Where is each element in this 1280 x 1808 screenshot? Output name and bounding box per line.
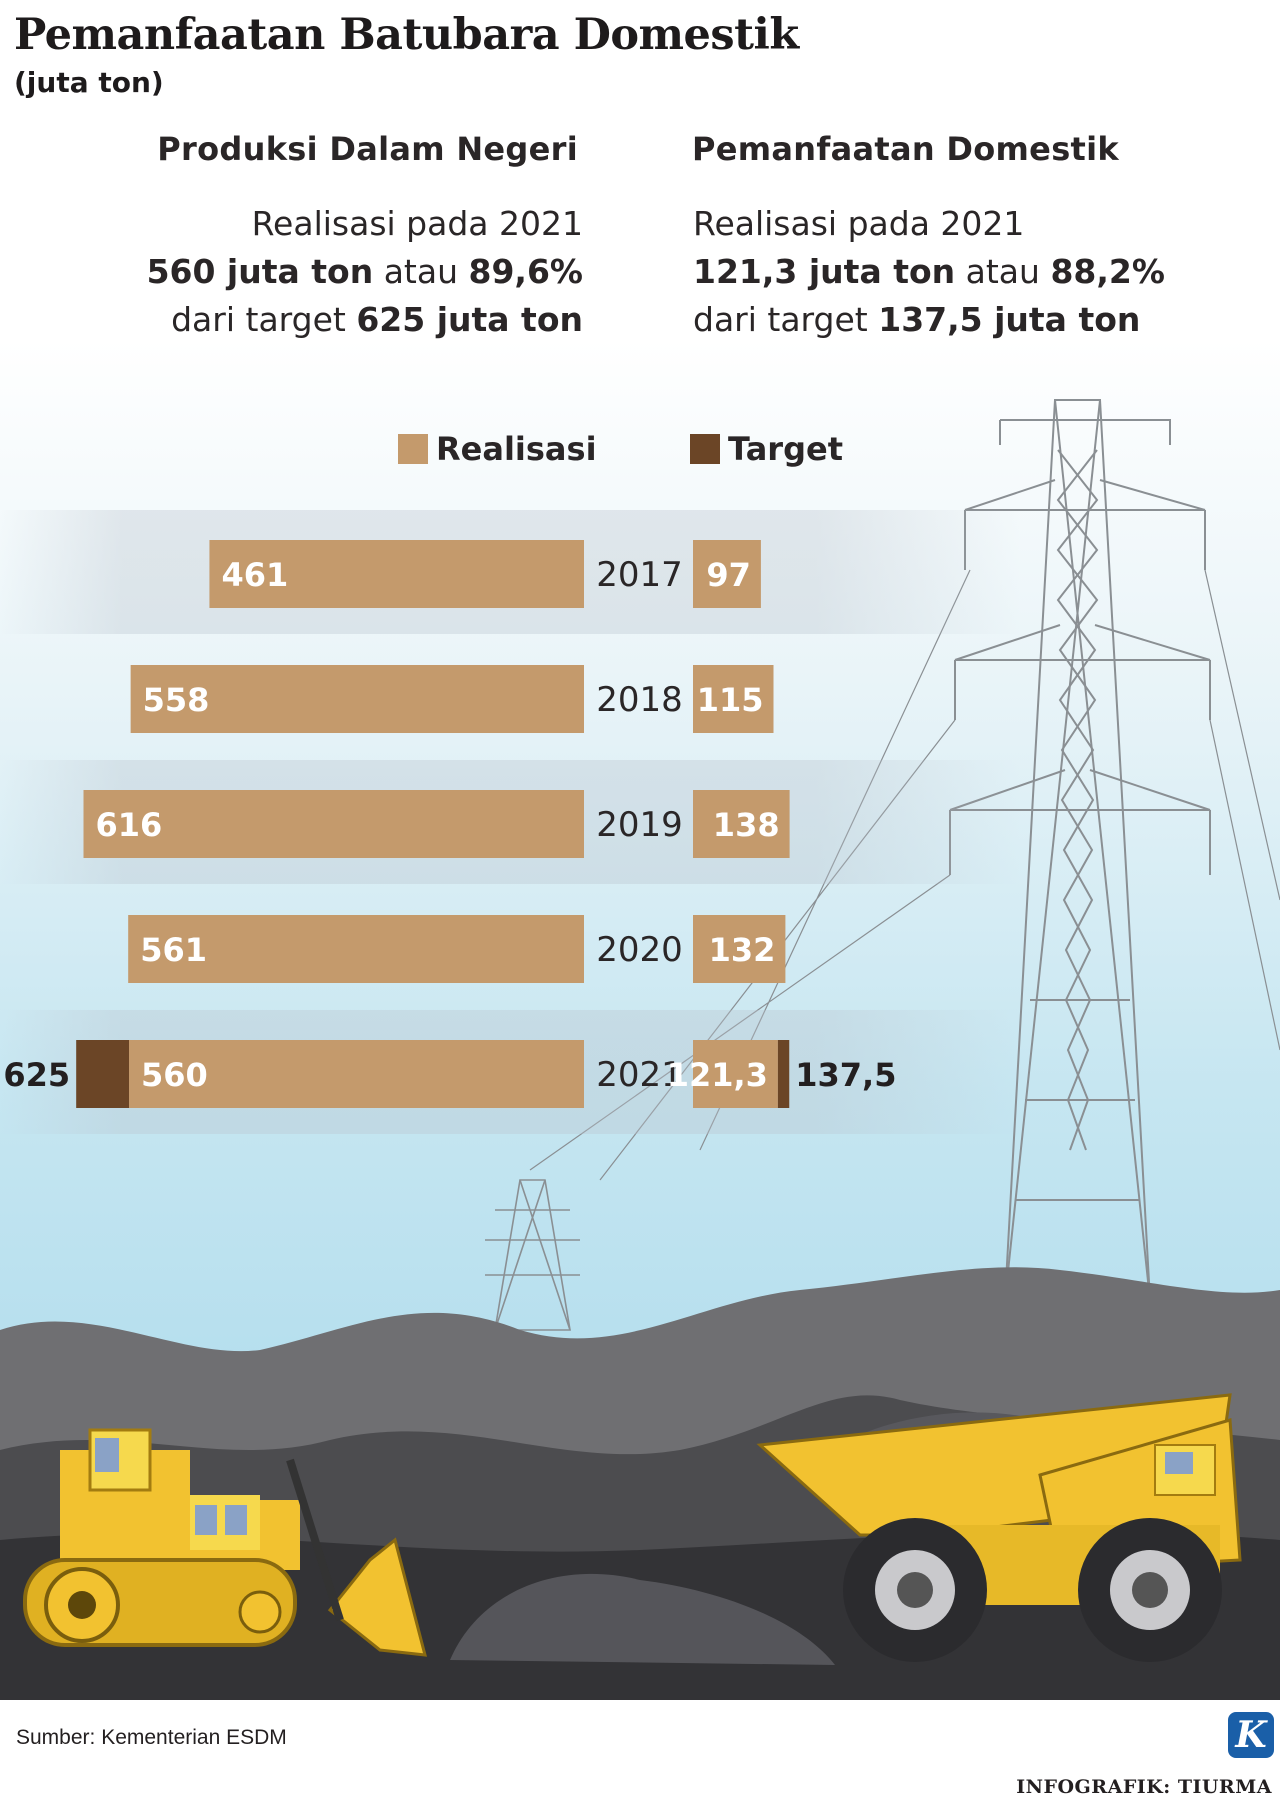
year-label-2020: 2020: [596, 930, 683, 970]
left-summary-percent: 89,6%: [468, 252, 584, 291]
left-summary-line3: dari target 625 juta ton: [147, 296, 583, 344]
year-label-2019: 2019: [596, 805, 683, 845]
label-domestik-realisasi-2017: 97: [706, 556, 751, 594]
bar-domestik-realisasi-2017: [693, 540, 761, 608]
publisher-logo: K: [1228, 1712, 1274, 1758]
infographic-credit: INFOGRAFIK: TIURMA: [1016, 1776, 1272, 1798]
right-column-heading: Pemanfaatan Domestik: [692, 130, 1119, 168]
left-summary-target: 625 juta ton: [356, 300, 583, 339]
label-produksi-realisasi-2019: 616: [96, 806, 163, 844]
label-domestik-realisasi-2021: 121,3: [667, 1056, 768, 1094]
power-tower-small: [485, 1179, 580, 1331]
label-domestik-realisasi-2019: 138: [713, 806, 780, 844]
year-label-2021: 2021: [596, 1055, 683, 1095]
bar-domestik-target-2021: [777, 1040, 790, 1108]
page-title: Pemanfaatan Batubara Domestik: [14, 10, 799, 60]
year-label-2018: 2018: [596, 680, 683, 720]
right-summary: Realisasi pada 2021 121,3 juta ton atau …: [693, 200, 1165, 344]
left-summary-target-prefix: dari target: [171, 300, 357, 339]
label-domestik-target-2021: 137,5: [795, 1056, 896, 1094]
right-summary-line2: 121,3 juta ton atau 88,2%: [693, 248, 1165, 296]
label-domestik-realisasi-2018: 115: [697, 681, 764, 719]
label-produksi-target-2021: 625: [3, 1056, 70, 1094]
power-tower-large: [529, 399, 1280, 1301]
right-summary-line3: dari target 137,5 juta ton: [693, 296, 1165, 344]
bar-domestik-realisasi-2018: [693, 665, 774, 733]
dump-truck: [756, 1393, 1242, 1662]
right-summary-target: 137,5 juta ton: [878, 300, 1141, 339]
bar-produksi-realisasi-2019: [83, 790, 584, 858]
year-label-2017: 2017: [596, 555, 683, 595]
left-summary-value: 560 juta ton: [146, 252, 374, 291]
label-produksi-realisasi-2021: 560: [141, 1056, 208, 1094]
left-summary-connector: atau: [373, 252, 469, 291]
label-produksi-realisasi-2018: 558: [143, 681, 210, 719]
right-summary-target-prefix: dari target: [693, 300, 879, 339]
bar-produksi-realisasi-2021: [129, 1040, 584, 1108]
bulldozer: [23, 1428, 428, 1657]
bar-domestik-realisasi-2019: [693, 790, 790, 858]
left-summary-line2: 560 juta ton atau 89,6%: [147, 248, 583, 296]
bar-domestik-realisasi-2020: [693, 915, 786, 983]
bar-produksi-realisasi-2020: [128, 915, 584, 983]
source-note: Sumber: Kementerian ESDM: [16, 1726, 287, 1749]
left-summary-line1: Realisasi pada 2021: [251, 204, 583, 243]
legend-label-target: Target: [728, 430, 843, 468]
legend-swatch-realisasi: [398, 434, 428, 464]
right-summary-line1: Realisasi pada 2021: [693, 204, 1025, 243]
left-column-heading: Produksi Dalam Negeri: [157, 130, 578, 168]
coal-pile-left: [450, 1573, 835, 1665]
bar-produksi-target-2021: [76, 1040, 129, 1108]
unit-subtitle: (juta ton): [14, 66, 164, 99]
label-domestik-realisasi-2020: 132: [709, 931, 776, 969]
bar-domestik-realisasi-2021: [693, 1040, 778, 1108]
legend-realisasi: Realisasi: [398, 430, 597, 468]
bar-produksi-realisasi-2018: [130, 665, 584, 733]
right-summary-value: 121,3 juta ton: [693, 252, 956, 291]
legend-target: Target: [690, 430, 843, 468]
legend-label-realisasi: Realisasi: [436, 430, 597, 468]
bar-produksi-realisasi-2017: [209, 540, 584, 608]
right-summary-connector: atau: [955, 252, 1051, 291]
left-summary: Realisasi pada 2021 560 juta ton atau 89…: [147, 200, 583, 344]
label-produksi-realisasi-2020: 561: [140, 931, 207, 969]
label-produksi-realisasi-2017: 461: [221, 556, 288, 594]
legend-swatch-target: [690, 434, 720, 464]
right-summary-percent: 88,2%: [1050, 252, 1165, 291]
